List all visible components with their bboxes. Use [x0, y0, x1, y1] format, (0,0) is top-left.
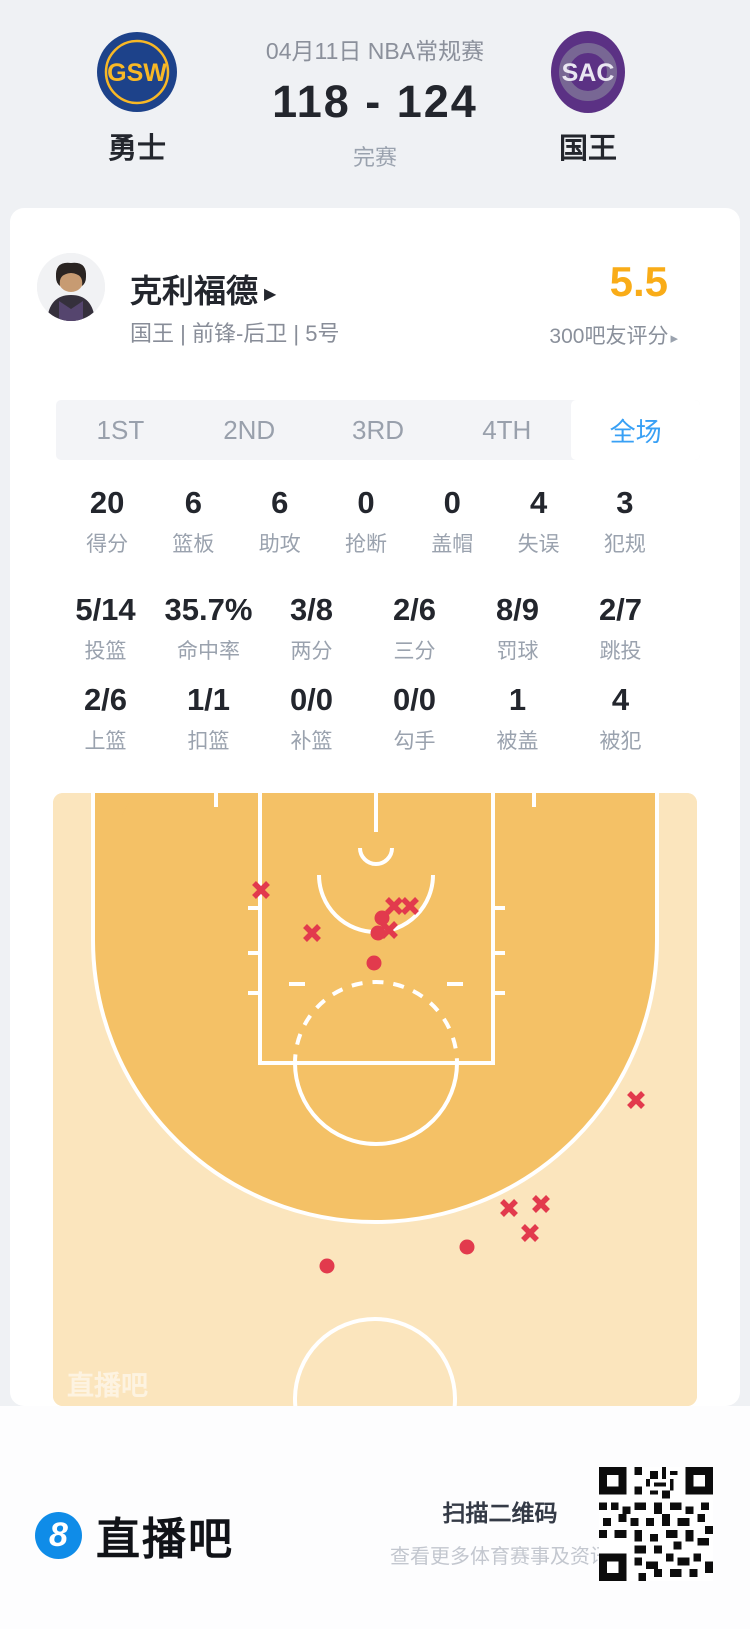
sac-logo-icon: SAC	[551, 31, 625, 113]
missed-shot-mark	[385, 897, 403, 915]
missed-shot-mark	[521, 1224, 539, 1242]
player-avatar[interactable]	[37, 253, 105, 321]
tab-4th[interactable]: 4TH	[482, 414, 532, 445]
lane-hash-marks	[248, 906, 505, 995]
missed-shot-mark	[401, 897, 419, 915]
shot-marks	[252, 881, 645, 1274]
player-meta: 国王 | 前锋-后卫 | 5号	[130, 321, 340, 346]
name-caret-icon: ▶	[264, 286, 277, 303]
shot-chart: 直播吧	[53, 793, 697, 1406]
stat-hook: 0/0 勾手	[392, 682, 437, 754]
zhibo8-logo-icon: 8	[35, 1511, 82, 1559]
player-photo	[37, 253, 105, 321]
qr-code	[599, 1467, 713, 1581]
stat-2pt: 3/8 两分	[289, 592, 334, 664]
stat-fg: 5/14 投篮	[75, 592, 136, 664]
tab-1st[interactable]: 1ST	[96, 414, 145, 445]
tab-3rd[interactable]: 3RD	[351, 414, 404, 445]
stat-blocked: 1 被盖	[496, 682, 539, 754]
stat-fg-pct: 35.7% 命中率	[164, 592, 253, 664]
gsw-logo-icon: GSW	[97, 32, 177, 112]
svg-text:GSW: GSW	[107, 59, 167, 87]
missed-shot-mark	[500, 1199, 518, 1217]
stat-rebounds: 6 篮板	[172, 485, 215, 557]
free-throw-circle	[293, 980, 459, 1146]
scan-subtitle: 查看更多体育赛事及资讯	[390, 1546, 610, 1568]
player-stats-card: 克利福德 ▶ 国王 | 前锋-后卫 | 5号 5.5 300吧友评分 ▸ 1ST 2…	[10, 208, 740, 1406]
made-shot-mark	[459, 1239, 475, 1255]
stat-putback: 0/0 补篮	[289, 682, 334, 754]
tab-full-game[interactable]: 全场	[571, 400, 700, 460]
made-shot-mark	[370, 925, 386, 941]
svg-text:SAC: SAC	[562, 59, 615, 87]
scoreboard: 04月11日 NBA常规赛 118 - 124 完赛 GSW 勇士 SAC 国王	[0, 0, 750, 208]
scan-hint: 扫描二维码 查看更多体育赛事及资讯	[330, 1494, 670, 1569]
footer: 8 直播吧 扫描二维码 查看更多体育赛事及资讯	[0, 1406, 750, 1629]
stat-turnovers: 4 失误	[517, 485, 560, 557]
stat-assists: 6 助攻	[258, 485, 301, 557]
made-shot-mark	[319, 1258, 335, 1274]
game-date: 04月11日 NBA常规赛	[265, 38, 485, 64]
team-away[interactable]: SAC 国王	[508, 27, 668, 167]
stats-row-shot-types: 2/6 上篮 1/1 扣篮 0/0 补篮 0/0 勾手 1 被盖 4 被犯	[54, 683, 672, 755]
tab-2nd[interactable]: 2ND	[223, 414, 276, 445]
team-away-name: 国王	[558, 133, 617, 165]
stat-layup: 2/6 上篮	[83, 682, 128, 754]
scan-title: 扫描二维码	[442, 1500, 558, 1526]
team-home[interactable]: GSW 勇士	[57, 27, 217, 167]
stat-blocks: 0 盖帽	[431, 485, 474, 557]
stat-dunk: 1/1 扣篮	[186, 682, 231, 754]
rating-source-link[interactable]: 300吧友评分 ▸	[549, 325, 678, 348]
team-home-name: 勇士	[107, 133, 166, 165]
player-name[interactable]: 克利福德 ▶	[130, 273, 277, 309]
missed-shot-mark	[252, 881, 270, 899]
brand: 8 直播吧	[35, 1503, 234, 1567]
stat-fouled: 4 被犯	[599, 682, 642, 754]
missed-shot-mark	[303, 924, 321, 942]
rating-caret-icon: ▸	[670, 330, 678, 347]
three-point-line	[91, 793, 659, 1224]
made-shot-mark	[366, 955, 382, 971]
stat-fouls: 3 犯规	[603, 485, 646, 557]
made-shot-mark	[374, 910, 390, 926]
quarter-tabbar: 1ST 2ND 3RD 4TH 全场	[56, 400, 700, 460]
center-circle	[293, 1317, 457, 1406]
stat-ft: 8/9 罚球	[495, 592, 540, 664]
stat-jumpshot: 2/7 跳投	[598, 592, 643, 664]
missed-shot-mark	[627, 1091, 645, 1109]
game-status: 完赛	[352, 145, 397, 170]
stat-points: 20 得分	[86, 485, 129, 557]
brand-name: 直播吧	[96, 1515, 234, 1564]
stat-3pt: 2/6 三分	[392, 592, 437, 664]
stats-row-shooting: 5/14 投篮 35.7% 命中率 3/8 两分 2/6 三分 8/9 罚球 2/7 跳投	[54, 593, 672, 665]
game-score: 118 - 124	[272, 76, 478, 127]
paint-lines	[214, 793, 536, 1065]
court-watermark: 直播吧	[67, 1371, 148, 1401]
player-rating: 5.5	[609, 258, 668, 305]
stats-row-basic: 20 得分 6 篮板 6 助攻 0 抢断 0 盖帽 4 失误 3 犯规	[64, 486, 668, 558]
missed-shot-mark	[532, 1195, 550, 1213]
stat-steals: 0 抢断	[344, 485, 387, 557]
